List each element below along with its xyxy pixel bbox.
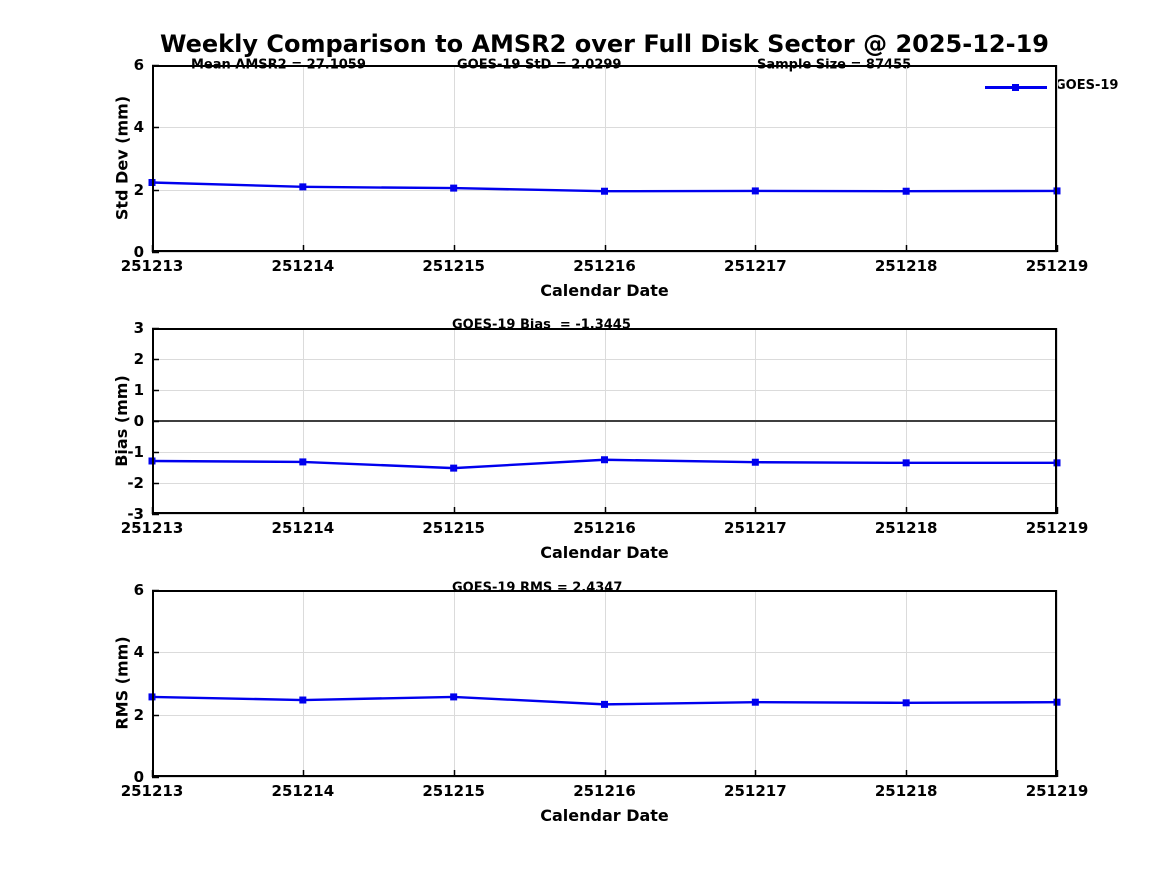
tick-marks [151, 64, 1059, 254]
x-tick-label: 251213 [120, 257, 184, 275]
y-tick-label: -2 [127, 474, 144, 492]
y-axis-label-rms: RMS (mm) [112, 636, 132, 730]
x-tick-label: 251217 [724, 519, 787, 537]
y-tick-label: 6 [133, 56, 144, 74]
x-tick-label: 251218 [874, 257, 938, 275]
axes-box [152, 65, 1057, 252]
legend-square-marker-icon [1012, 83, 1019, 91]
y-tick-label: -3 [127, 505, 144, 523]
x-tick-label: 251217 [724, 782, 787, 800]
subplot-rms-panel [148, 589, 1061, 779]
gridlines [152, 590, 1058, 778]
subplot-std-dev-panel [148, 64, 1061, 254]
x-tick-label: 251214 [271, 782, 335, 800]
x-tick-label: 251217 [724, 257, 787, 275]
axes-box [152, 590, 1057, 777]
x-tick-label: 251215 [422, 519, 485, 537]
y-tick-label: 6 [133, 581, 144, 599]
y-tick-label: 0 [133, 243, 144, 261]
x-tick-label: 251213 [120, 782, 184, 800]
y-tick-label: 4 [133, 643, 144, 662]
y-tick-label: 3 [133, 319, 144, 337]
y-axis-label-std-dev: Std Dev (mm) [112, 95, 132, 221]
chart-title: Weekly Comparison to AMSR2 over Full Dis… [160, 30, 1049, 58]
x-tick-label: 251216 [573, 782, 636, 800]
y-tick-label: 0 [133, 768, 144, 786]
x-axis-label-calendar-date-1: Calendar Date [540, 281, 669, 300]
x-tick-label: 251216 [573, 519, 636, 537]
x-tick-label: 251218 [874, 782, 938, 800]
x-tick-label: 251219 [1025, 519, 1089, 537]
x-tick-label: 251219 [1025, 257, 1089, 275]
x-tick-label: 251213 [120, 519, 184, 537]
x-tick-label: 251215 [422, 257, 485, 275]
subplot-bias-panel [148, 327, 1061, 516]
y-tick-label: -1 [127, 443, 144, 461]
x-tick-label: 251214 [271, 257, 335, 275]
x-tick-label: 251216 [573, 257, 636, 275]
y-tick-label: 2 [133, 180, 144, 199]
legend-label: GOES-19 [1055, 78, 1119, 93]
x-axis-label-calendar-date-2: Calendar Date [540, 543, 669, 562]
legend-line-sample-icon [985, 83, 1047, 91]
gridlines [152, 65, 1058, 253]
x-axis-label-calendar-date-3: Calendar Date [540, 806, 669, 825]
y-tick-label: 1 [133, 381, 144, 399]
y-tick-label: 2 [133, 705, 144, 724]
tick-marks [151, 589, 1059, 779]
y-tick-label: 2 [133, 350, 144, 368]
y-tick-label: 4 [133, 118, 144, 137]
tick-marks [151, 327, 1059, 516]
x-tick-label: 251219 [1025, 782, 1089, 800]
x-tick-label: 251218 [874, 519, 938, 537]
x-tick-label: 251215 [422, 782, 485, 800]
y-tick-label: 0 [133, 412, 144, 430]
x-tick-label: 251214 [271, 519, 335, 537]
